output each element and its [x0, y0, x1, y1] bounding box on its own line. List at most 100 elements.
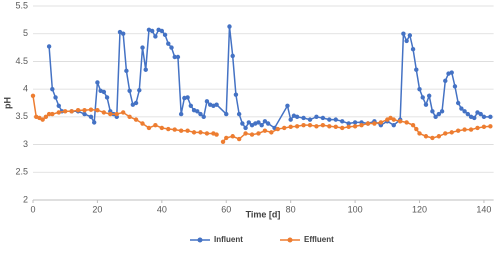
point: [140, 121, 145, 126]
point: [294, 114, 300, 120]
x-tick-label: 60: [221, 204, 231, 214]
point: [53, 95, 58, 100]
point: [423, 134, 429, 139]
point: [82, 108, 87, 113]
point: [352, 124, 358, 129]
point: [404, 38, 409, 44]
y-tick-label: 4: [23, 84, 28, 94]
point: [236, 111, 242, 117]
point: [436, 111, 442, 117]
point: [204, 99, 210, 104]
x-tick-label: 80: [286, 204, 296, 214]
point: [172, 54, 177, 60]
point: [320, 122, 326, 128]
point: [46, 111, 52, 117]
point: [301, 115, 306, 121]
x-tick-label: 120: [412, 204, 427, 214]
point: [204, 131, 210, 136]
point: [153, 122, 158, 128]
point: [327, 117, 332, 122]
point: [30, 93, 36, 98]
series-line: [32, 95, 491, 143]
point: [140, 45, 145, 50]
point: [230, 134, 235, 139]
point: [162, 32, 168, 38]
point: [214, 102, 219, 107]
point: [314, 114, 319, 120]
x-tick-label: 140: [476, 204, 491, 214]
plot: [30, 24, 493, 144]
point: [481, 124, 487, 130]
point: [414, 126, 419, 132]
point: [301, 122, 306, 128]
point: [307, 117, 313, 122]
point: [69, 109, 74, 114]
point: [417, 131, 422, 136]
point: [95, 80, 100, 85]
point: [465, 111, 471, 117]
point: [188, 103, 194, 108]
point: [340, 119, 345, 124]
point: [169, 45, 174, 50]
point: [88, 114, 94, 120]
point: [143, 67, 148, 72]
point: [426, 93, 432, 98]
point: [256, 131, 261, 136]
x-axis-title: Time [d]: [246, 209, 281, 219]
point: [391, 117, 396, 122]
point: [346, 124, 351, 130]
point: [265, 121, 271, 126]
point: [224, 111, 229, 117]
point: [243, 131, 248, 136]
point: [227, 24, 232, 29]
point: [178, 111, 184, 117]
point: [240, 121, 245, 126]
point: [340, 125, 345, 131]
point: [443, 78, 448, 84]
point: [50, 86, 55, 92]
point: [378, 120, 384, 125]
point: [391, 122, 396, 128]
point: [249, 132, 255, 137]
point: [333, 117, 338, 122]
point: [233, 92, 239, 97]
legend-marker: [197, 237, 203, 243]
point: [91, 120, 97, 125]
point: [137, 88, 142, 93]
point: [108, 111, 113, 117]
point: [333, 124, 338, 130]
point: [236, 136, 242, 142]
y-axis-title: pH: [2, 97, 12, 109]
legend: Influent Effluent: [190, 235, 334, 244]
point: [359, 122, 364, 128]
point: [133, 117, 139, 122]
point: [172, 127, 177, 132]
point: [124, 68, 129, 74]
x-tick-label: 20: [92, 204, 102, 214]
point: [191, 130, 197, 135]
point: [195, 109, 200, 114]
point: [269, 130, 274, 135]
point: [320, 115, 326, 121]
point: [198, 111, 203, 117]
point: [307, 122, 313, 128]
point: [443, 131, 448, 136]
point: [410, 47, 416, 52]
point: [224, 135, 229, 141]
point: [478, 111, 483, 117]
y-tick-label: 5.5: [15, 0, 28, 10]
point: [488, 114, 493, 120]
point: [198, 130, 203, 135]
point: [275, 126, 280, 132]
point: [50, 111, 55, 117]
point: [288, 117, 293, 122]
point: [481, 114, 487, 120]
point: [352, 120, 358, 125]
point: [63, 109, 68, 114]
point: [407, 33, 413, 38]
point: [462, 127, 467, 132]
grid: [32, 5, 494, 203]
point: [433, 114, 438, 120]
point: [472, 115, 477, 121]
